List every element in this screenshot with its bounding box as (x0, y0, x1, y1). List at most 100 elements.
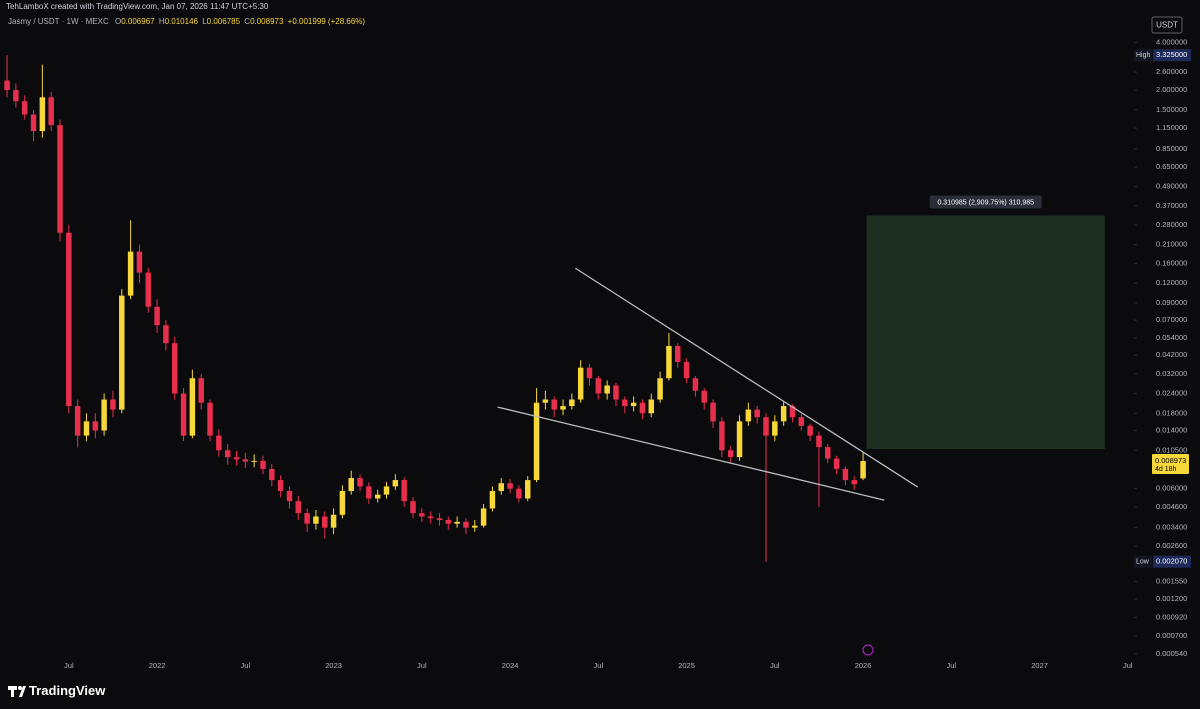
currency-label[interactable]: USDT (1156, 21, 1178, 30)
price-marker-name: Low (1136, 559, 1150, 566)
candle-body (683, 362, 690, 379)
projection-box (866, 215, 1105, 450)
trend-line (575, 267, 919, 488)
candle-body (48, 97, 54, 126)
candle-body (171, 343, 178, 394)
candle-body (763, 417, 769, 436)
candle-body (860, 461, 866, 479)
ohlc-value: 0.010146 (165, 17, 199, 26)
x-tick-label: Jul (1123, 661, 1133, 670)
candle-body (145, 272, 151, 307)
price-marker-box (1153, 49, 1191, 62)
watermark: TehLamboX created with TradingView.com, … (6, 2, 269, 11)
candle-body (30, 114, 37, 132)
candle-body (154, 306, 160, 326)
candle-body (322, 516, 328, 528)
candle-body (119, 295, 125, 410)
candle-body (57, 125, 63, 233)
y-tick-label: 0.280000 (1156, 220, 1187, 229)
candle-body (445, 520, 452, 524)
candle-body (383, 486, 390, 495)
candle-body (472, 525, 478, 528)
candle-body (613, 385, 619, 400)
candle-body (727, 450, 734, 458)
candle-body (277, 480, 284, 491)
y-tick-label: 0.004600 (1156, 502, 1187, 511)
candle-body (260, 460, 266, 469)
logo-mark (18, 686, 22, 690)
ohlc-value: 0.008973 (250, 17, 284, 26)
x-tick-label: Jul (241, 661, 251, 670)
price-marker-tag (1134, 555, 1152, 568)
candle-body (639, 402, 646, 414)
y-tick-label: 0.054000 (1156, 333, 1187, 342)
brand: TradingView (29, 683, 106, 698)
x-tick-label: 2024 (502, 661, 519, 670)
price-marker-label: 3.325000 (1156, 50, 1187, 59)
x-tick-label: Jul (594, 661, 604, 670)
candle-body (39, 97, 46, 132)
symbol-header: Jasmy / USDT · 1W · MEXC O0.006967 H0.01… (8, 17, 365, 26)
y-tick-label: 1.150000 (1156, 123, 1187, 132)
ohlc-letter: L (202, 17, 207, 26)
candle-body (127, 251, 134, 296)
candle-body (242, 459, 249, 462)
candle-body (666, 345, 672, 379)
x-tick-label: 2025 (678, 661, 695, 670)
last-price-label: 0.008973 (1155, 456, 1186, 465)
candle-body (339, 490, 346, 515)
candle-body (189, 378, 196, 436)
y-tick-label: 0.010500 (1156, 445, 1187, 454)
candle-body (348, 478, 354, 491)
y-tick-label: 4.000000 (1156, 37, 1187, 46)
x-tick-label: Jul (947, 661, 957, 670)
ohlc-letter: H (159, 17, 165, 26)
x-tick-label: Jul (64, 661, 74, 670)
currency-box[interactable] (1151, 16, 1183, 34)
candle-body (701, 390, 707, 403)
candle-body (648, 399, 655, 414)
candle-body (489, 490, 496, 509)
y-tick-label: 0.160000 (1156, 258, 1187, 267)
candle-body (798, 417, 805, 426)
candle-body (330, 514, 337, 528)
x-tick-label: Jul (770, 661, 780, 670)
event-icon[interactable] (862, 644, 874, 656)
candle-body (92, 421, 99, 431)
y-tick-label: 0.070000 (1156, 315, 1187, 324)
candle-body (604, 385, 610, 394)
candle-body (586, 367, 593, 379)
candle-body (374, 494, 381, 499)
y-tick-label: 0.032000 (1156, 369, 1187, 378)
y-tick-label: 0.850000 (1156, 144, 1187, 153)
y-tick-label: 0.002600 (1156, 541, 1187, 550)
y-tick-label: 0.490000 (1156, 182, 1187, 191)
candle-body (366, 486, 372, 499)
candle-body (675, 345, 681, 363)
y-tick-label: 2.000000 (1156, 85, 1187, 94)
candle-body (304, 513, 310, 524)
projection-label-box (929, 195, 1042, 209)
last-price-box (1152, 454, 1189, 475)
candle-body (851, 480, 857, 485)
candle-body (410, 501, 416, 514)
x-tick-label: 2026 (855, 661, 872, 670)
candle-body (842, 468, 849, 481)
y-tick-label: 0.006000 (1156, 484, 1187, 493)
candle-body (516, 488, 522, 499)
candle-body (180, 393, 187, 436)
candle-body (13, 90, 19, 102)
candle-body (833, 458, 840, 469)
candle-body (780, 406, 787, 422)
candle-body (427, 516, 434, 519)
logo-mark (19, 686, 26, 697)
candle-body (507, 483, 513, 489)
y-tick-label: 0.000540 (1156, 649, 1187, 658)
candle-body (825, 447, 831, 459)
candle-body (110, 399, 116, 410)
y-tick-label: 0.000920 (1156, 612, 1187, 621)
x-tick-label: Jul (417, 661, 427, 670)
candle-body (710, 402, 716, 422)
candle-body (816, 435, 822, 448)
